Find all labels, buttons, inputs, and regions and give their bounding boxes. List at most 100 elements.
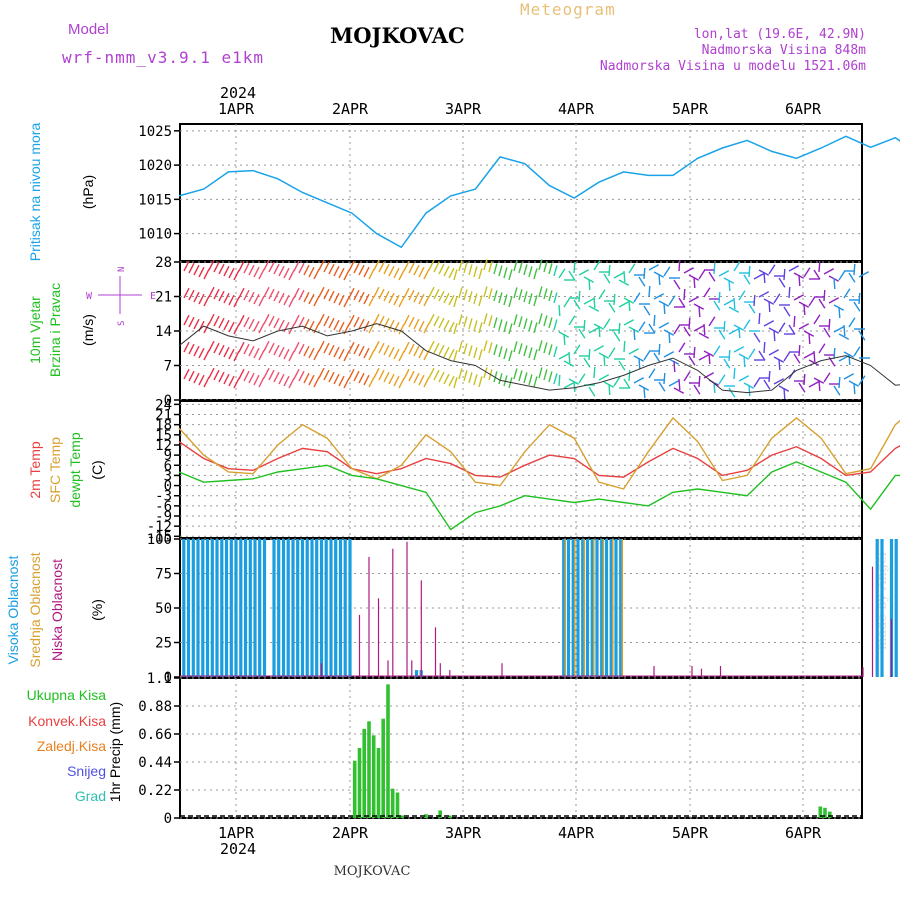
high-cloud-bar	[253, 539, 257, 677]
wind-barb	[558, 353, 570, 360]
wind-barb	[408, 370, 415, 382]
wind-barb	[243, 370, 250, 382]
wind-barb	[758, 291, 770, 298]
high-cloud-bar	[581, 539, 585, 677]
wind-barb	[203, 349, 210, 361]
wind-barb	[508, 296, 513, 308]
high-cloud-bar	[566, 539, 571, 677]
wind-barb	[203, 376, 210, 388]
wind-barb	[188, 370, 195, 382]
high-cloud-bar	[609, 539, 613, 677]
wind-barb	[248, 372, 255, 384]
wind-barb	[698, 305, 701, 318]
wind-barb	[503, 375, 508, 387]
wind-barb	[453, 269, 458, 281]
x-tick-label-bottom: 3APR	[445, 824, 482, 842]
high-cloud-bar	[343, 539, 347, 677]
wind-barb	[778, 358, 781, 371]
wind-barb	[208, 286, 215, 298]
panel-frame	[179, 677, 863, 819]
wind-barb	[578, 290, 581, 303]
wind-barb	[678, 342, 686, 353]
wind-barb	[308, 374, 315, 386]
wind-barb	[818, 260, 821, 273]
wind-barb	[748, 348, 756, 359]
wind-barb	[743, 274, 751, 285]
wind-barb	[273, 344, 280, 356]
wind-barb	[733, 367, 736, 380]
wind-axis-title-1: 10m Vjetar	[27, 296, 43, 364]
wind-barb	[423, 322, 430, 334]
wind-barb	[228, 321, 235, 333]
wind-barb	[753, 377, 761, 388]
wind-barb	[358, 318, 365, 330]
wind-barb	[233, 350, 240, 362]
panel-precipitation: 0 0.22 0.44 0.66 0.88 1.1	[138, 671, 863, 827]
wind-barb	[683, 267, 695, 274]
wind-barb	[403, 368, 410, 380]
wind-barb	[823, 268, 835, 275]
y-tick-label: 1025	[138, 124, 172, 140]
wind-barb	[818, 343, 826, 354]
wind-barb	[368, 349, 375, 361]
wind-barb	[743, 319, 751, 330]
wind-barb	[523, 264, 528, 276]
wind-barb	[453, 377, 458, 389]
wind-barb	[798, 323, 810, 330]
high-cloud-bar	[205, 539, 210, 677]
precip-bar	[381, 718, 385, 818]
wind-barb	[428, 259, 435, 271]
high-cloud-bar	[258, 539, 262, 677]
wind-barb	[803, 303, 806, 316]
wind-barb	[488, 315, 493, 327]
wind-barb	[368, 376, 375, 388]
wind-barb	[853, 382, 856, 395]
wind-barb	[278, 292, 285, 304]
wind-barb	[433, 369, 440, 381]
wind-barb	[328, 290, 335, 302]
wind-barb	[423, 376, 430, 388]
wind-barb	[578, 373, 586, 384]
wind-barb	[718, 270, 730, 277]
wind-barb	[318, 340, 325, 352]
high-cloud-bar	[338, 539, 343, 677]
wind-barb	[333, 292, 340, 304]
wind-barb	[853, 346, 861, 357]
wind-barb	[453, 323, 458, 335]
wind-barb	[693, 346, 696, 359]
high-cloud-bar	[614, 539, 618, 677]
wind-barb	[593, 296, 596, 309]
high-cloud-bar	[604, 539, 609, 677]
wind-barb	[538, 313, 543, 325]
wind-barb	[608, 347, 616, 358]
wind-barb	[523, 345, 528, 357]
wind-barb	[848, 353, 851, 366]
wind-barb	[438, 371, 445, 383]
wind-barb	[288, 296, 295, 308]
wind-barb	[318, 313, 325, 325]
wind-barb	[668, 295, 676, 306]
high-cloud-bar	[229, 539, 233, 677]
wind-barb	[793, 353, 801, 364]
wind-barb	[773, 293, 781, 304]
wind-barb	[333, 346, 340, 358]
wind-barb	[708, 316, 716, 327]
wind-barb	[588, 278, 591, 291]
wind-barb	[278, 319, 285, 331]
high-cloud-bar	[329, 539, 333, 677]
footer-title: MOJKOVAC	[334, 864, 411, 879]
wind-barb	[758, 312, 761, 325]
wind-barb	[838, 333, 850, 340]
wind-barb	[473, 293, 478, 305]
precip-bar	[371, 735, 376, 818]
wind-barb	[308, 266, 315, 278]
wind-barb	[583, 319, 586, 332]
wind-barb	[673, 360, 676, 373]
wind-barb	[283, 294, 290, 306]
wind-barb	[348, 287, 355, 299]
wind-barb	[228, 267, 235, 279]
wind-barb	[448, 294, 455, 306]
high-cloud-bar	[875, 539, 879, 677]
wind-barb	[548, 371, 553, 383]
